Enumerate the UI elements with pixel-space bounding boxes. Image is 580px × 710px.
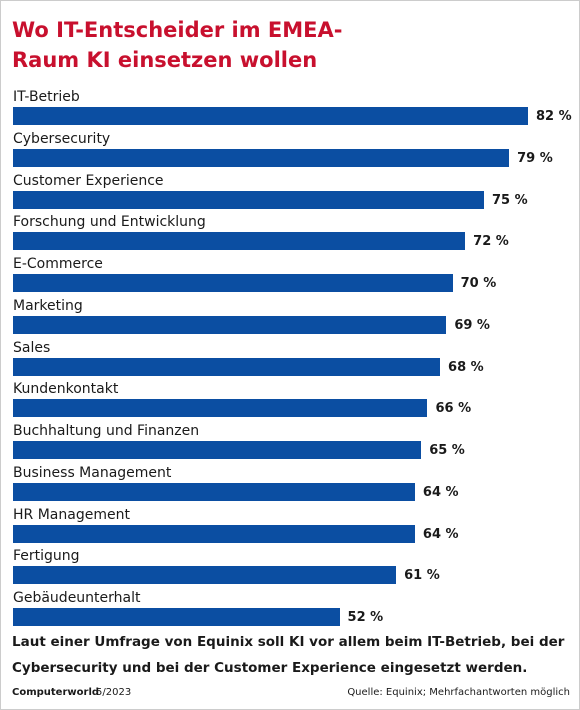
source: Quelle: Equinix; Mehrfachantworten mögli… <box>347 687 570 698</box>
bar <box>13 524 415 543</box>
value-label: 75 % <box>492 192 528 208</box>
bar <box>13 482 415 501</box>
value-label: 70 % <box>460 276 497 291</box>
bar <box>13 274 453 292</box>
chart-title: Wo IT-Entscheider im EMEA-Raum KI einset… <box>12 18 343 72</box>
value-label: 64 % <box>422 484 459 500</box>
category-label: Business Management <box>13 464 172 481</box>
value-label: 68 % <box>448 359 484 375</box>
value-label: 82 % <box>535 109 572 124</box>
value-label: 52 % <box>347 610 384 625</box>
category-label: E-Commerce <box>13 256 103 272</box>
bar <box>13 315 447 334</box>
category-label: Marketing <box>13 297 83 314</box>
category-label: Gebäudeunterhalt <box>13 590 141 606</box>
bar <box>13 566 397 585</box>
category-label: HR Management <box>13 506 130 523</box>
value-label: 64 % <box>422 526 459 542</box>
value-label: 61 % <box>404 568 440 584</box>
issue: 5/2023 <box>96 687 132 698</box>
category-label: Cybersecurity <box>13 130 111 147</box>
category-label: Forschung und Entwicklung <box>13 214 206 231</box>
bar <box>13 190 484 209</box>
bar <box>13 148 510 167</box>
annotation: Laut einer Umfrage von Equinix soll KI v… <box>12 634 565 676</box>
bar <box>13 232 466 251</box>
value-label: 69 % <box>454 317 490 333</box>
value-label: 72 % <box>473 234 509 250</box>
bar <box>13 608 340 626</box>
category-label: Sales <box>13 339 51 356</box>
value-label: 66 % <box>435 401 472 417</box>
value-label: 79 % <box>517 150 553 166</box>
category-label: Kundenkontakt <box>13 381 119 398</box>
bar <box>13 441 422 459</box>
category-label: Buchhaltung und Finanzen <box>13 423 200 439</box>
bar <box>13 357 441 376</box>
bar <box>13 399 428 418</box>
value-label: 65 % <box>429 443 465 458</box>
bar <box>13 107 528 125</box>
category-label: IT-Betrieb <box>13 89 80 105</box>
publisher: Computerworld <box>12 687 100 698</box>
category-label: Fertigung <box>13 548 80 565</box>
category-label: Customer Experience <box>13 172 164 189</box>
